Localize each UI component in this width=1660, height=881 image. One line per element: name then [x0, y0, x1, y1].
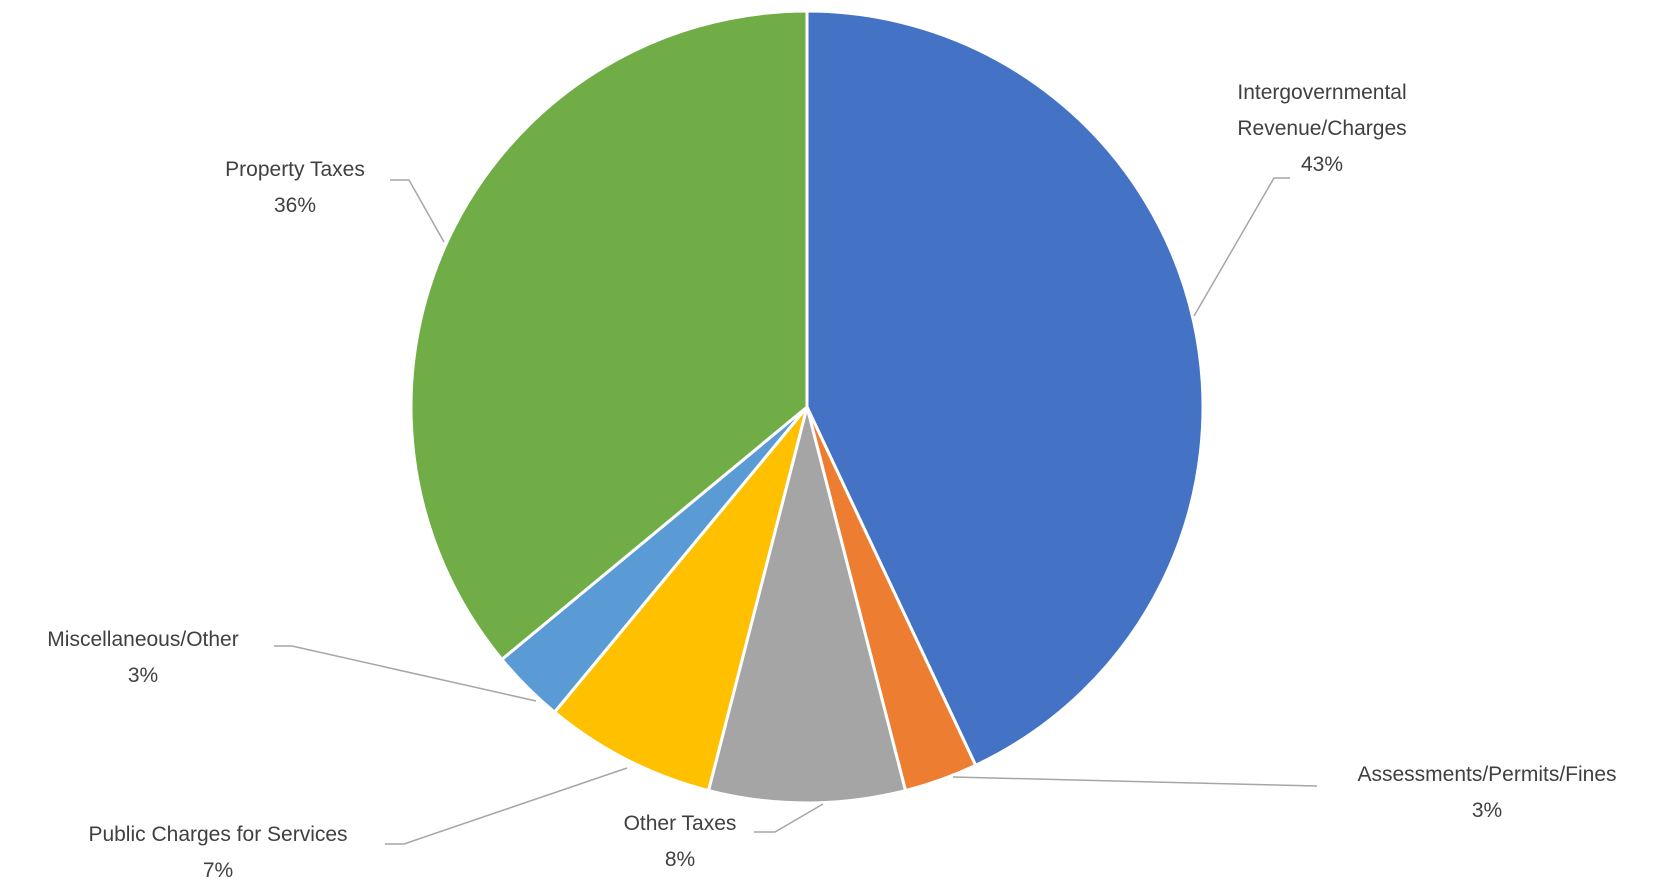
value-label: 7%	[202, 859, 234, 881]
leader-line	[952, 776, 1318, 787]
leader-line	[390, 179, 445, 243]
data-label: Miscellaneous/Other 3%	[47, 622, 238, 694]
leader-line	[274, 645, 537, 702]
data-label: Property Taxes 36%	[225, 152, 365, 224]
pie-slice	[805, 9, 1205, 767]
value-label: 43%	[1300, 153, 1344, 176]
value-label: 3%	[1471, 799, 1503, 822]
category-label: Other Taxes	[623, 812, 737, 835]
category-label: Assessments/Permits/Fines	[1357, 763, 1617, 786]
value-label: 8%	[664, 848, 696, 871]
value-label: 3%	[127, 664, 159, 687]
leader-line	[1193, 177, 1290, 317]
category-label: Property Taxes	[225, 158, 365, 181]
category-label: Public Charges for Services	[88, 823, 348, 846]
leader-line	[385, 767, 628, 845]
data-label: Other Taxes 8%	[624, 806, 737, 878]
category-label: Miscellaneous/Other	[47, 628, 239, 651]
pie-slice	[707, 405, 907, 805]
leader-line	[754, 803, 824, 833]
pie-slice	[409, 9, 809, 661]
data-label: Public Charges for Services 7%	[88, 817, 347, 881]
data-label: Assessments/Permits/Fines 3%	[1357, 757, 1616, 829]
data-label: Intergovernmental Revenue/Charges 43%	[1207, 75, 1437, 183]
pie-slice	[553, 405, 809, 793]
value-label: 36%	[273, 194, 317, 217]
category-label: Intergovernmental Revenue/Charges	[1237, 81, 1407, 140]
